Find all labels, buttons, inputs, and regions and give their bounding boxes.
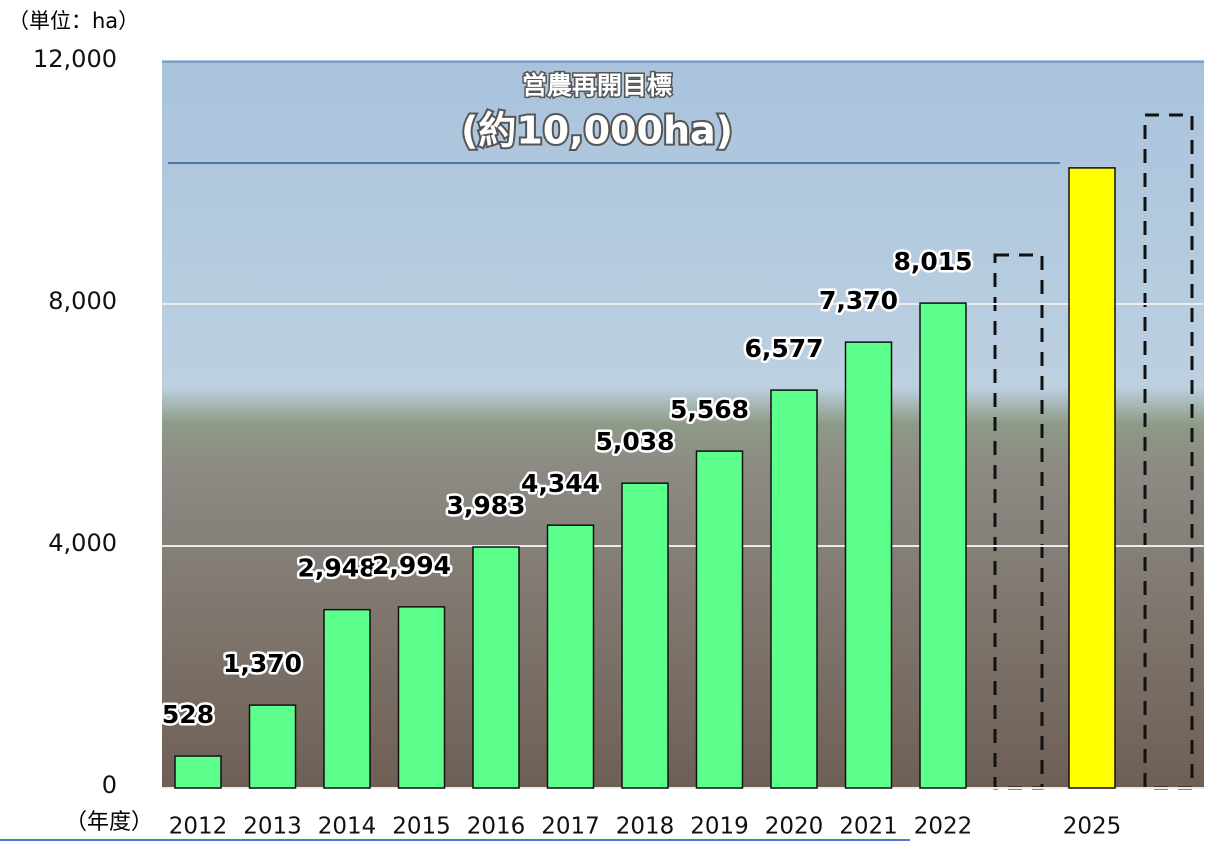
value-label: 1,370 — [223, 649, 302, 678]
bar — [546, 524, 595, 789]
bar — [919, 302, 967, 789]
x-tick-label: 2014 — [318, 814, 377, 840]
value-label: 7,370 — [819, 286, 898, 315]
value-label: 2,948 — [297, 554, 376, 583]
value-label: 8,015 — [893, 247, 972, 276]
value-label: 5,038 — [595, 427, 674, 456]
x-tick-label: 2013 — [243, 814, 302, 840]
x-tick-label: 2019 — [690, 814, 749, 840]
bar — [174, 755, 222, 789]
x-tick-label: 2012 — [169, 814, 228, 840]
unit-label: （単位：ha） — [8, 9, 139, 33]
value-label: 2,994 — [372, 551, 451, 580]
y-tick-label: 8,000 — [48, 287, 117, 315]
annotation: (約10,000ha) — [461, 109, 733, 153]
x-tick-label: 2015 — [392, 814, 451, 840]
y-tick-label: 12,000 — [33, 45, 117, 73]
bar — [472, 546, 520, 789]
x-tick-label: 2016 — [467, 814, 526, 840]
bar — [695, 450, 744, 789]
value-label: 4,344 — [521, 469, 600, 498]
bar — [248, 704, 297, 789]
x-axis-label: （年度） — [65, 810, 153, 835]
bar — [621, 482, 669, 789]
x-tick-label: 2025 — [1063, 814, 1122, 840]
bar — [1068, 167, 1116, 789]
x-tick-label: 2021 — [839, 814, 898, 840]
x-tick-label: 2020 — [765, 814, 824, 840]
x-tick-label: 2022 — [914, 814, 973, 840]
y-tick-label: 4,000 — [48, 529, 117, 557]
bar — [397, 606, 446, 789]
value-label: 3,983 — [446, 491, 525, 520]
annotation: 営農再開目標 — [522, 71, 672, 100]
bar — [323, 608, 371, 789]
x-tick-label: 2017 — [541, 814, 600, 840]
value-label: 6,577 — [744, 334, 823, 363]
value-label: 528 — [162, 700, 214, 729]
y-tick-label: 0 — [102, 771, 117, 799]
x-tick-label: 2018 — [616, 814, 675, 840]
value-label: 5,568 — [670, 395, 749, 424]
bar — [844, 341, 893, 789]
bar — [770, 389, 818, 789]
